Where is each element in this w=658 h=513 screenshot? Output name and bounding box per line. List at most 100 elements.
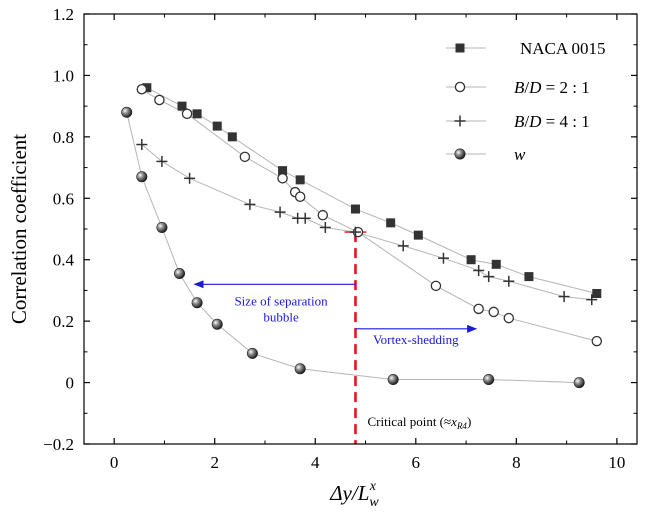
series-line-w (126, 112, 580, 384)
point-naca (177, 101, 187, 111)
legend-label-part: = 4 : 1 (541, 112, 589, 131)
point-naca (466, 255, 476, 265)
series-line-bd41 (141, 144, 592, 301)
point-naca (524, 272, 534, 282)
point-bd21 (277, 173, 288, 184)
legend-label-part: B (514, 78, 525, 97)
legend-label-part: D (528, 112, 542, 131)
point-bd21 (591, 335, 603, 347)
point-bd21 (473, 303, 484, 315)
point-bd21 (317, 209, 329, 221)
y-tick-label: 0.2 (53, 312, 74, 331)
point-naca (413, 230, 423, 240)
point-naca (350, 204, 360, 214)
x-tick-label: 6 (412, 453, 421, 472)
point-bd21 (294, 191, 306, 202)
vortex-label: Vortex-shedding (373, 332, 459, 347)
point-w (121, 106, 133, 118)
point-w (174, 268, 186, 280)
point-w (387, 373, 399, 385)
point-bd21 (239, 151, 251, 163)
point-bd41 (437, 252, 449, 264)
critical-label-var: x (450, 414, 457, 429)
point-naca (278, 166, 288, 176)
critical-label-sub: R4 (456, 421, 467, 431)
legend-label-part: w (514, 145, 526, 164)
point-bd41 (319, 221, 331, 233)
legend-label-naca: NACA 0015 (520, 39, 605, 58)
point-w (191, 297, 203, 309)
x-axis-label-sup: x (369, 479, 377, 494)
y-tick-label: 1.2 (53, 5, 74, 24)
separation-label-line1: Size of separation (234, 293, 328, 308)
legend-marker-bd41 (454, 115, 466, 127)
separation-label-line2: bubble (263, 309, 299, 324)
critical-label-text: Critical point (≈ (367, 414, 451, 429)
point-bd41 (397, 240, 409, 252)
x-tick-label: 8 (512, 453, 521, 472)
axis-ticks (84, 13, 637, 445)
point-naca (592, 289, 602, 298)
point-bd21 (181, 108, 193, 120)
point-bd41 (244, 198, 256, 210)
point-w (136, 171, 148, 183)
point-naca (491, 259, 501, 269)
x-tick-label: 2 (210, 453, 219, 472)
point-naca (295, 175, 305, 185)
legend-label-part: / (524, 112, 529, 131)
point-naca (227, 132, 237, 142)
legend-label-bd21: B/D = 2 : 1 (514, 78, 590, 97)
legend-label-part: = 2 : 1 (541, 78, 589, 97)
legend-label-part: / (524, 78, 529, 97)
point-bd41 (558, 291, 570, 303)
y-tick-label: −0.2 (43, 435, 74, 454)
point-w (483, 373, 495, 385)
critical-point-label: Critical point (≈xR4) (367, 414, 471, 431)
point-bd21 (136, 84, 148, 95)
legend-label-part: B (514, 112, 525, 131)
point-bd21 (154, 94, 165, 106)
y-axis-label: Correlation coefficient (7, 134, 31, 324)
y-tick-label: 0.4 (53, 251, 75, 270)
legend-marker-bd21 (454, 81, 466, 93)
tick-labels: 0 2 4 6 8 10 −0.2 0 0.2 0.4 0.6 0.8 1.0 1.2 (43, 5, 625, 472)
point-bd21 (503, 312, 515, 324)
point-bd41 (483, 271, 495, 283)
legend-label-part: D (528, 78, 542, 97)
point-bd41 (184, 172, 196, 184)
point-bd41 (299, 212, 311, 224)
y-tick-label: 0 (66, 374, 75, 393)
point-naca (192, 109, 202, 119)
point-naca (142, 83, 152, 93)
legend-label-w: w (514, 145, 526, 164)
point-w (246, 347, 258, 359)
point-bd41 (349, 226, 361, 238)
point-bd41 (586, 294, 598, 306)
y-tick-label: 0.8 (53, 128, 74, 147)
x-axis-label-sub: w (369, 495, 379, 510)
point-bd41 (156, 155, 168, 167)
legend-marker-w (454, 148, 466, 160)
series-markers (121, 83, 603, 389)
point-bd21 (488, 306, 499, 318)
legend-marker-naca (455, 43, 465, 53)
point-naca (212, 121, 222, 131)
point-w (211, 318, 223, 330)
point-bd41 (503, 275, 515, 287)
y-tick-label: 0.6 (53, 189, 74, 208)
point-w (156, 221, 168, 233)
x-tick-label: 10 (608, 453, 625, 472)
y-tick-label: 1.0 (53, 66, 74, 85)
point-naca (386, 218, 396, 228)
point-w (294, 363, 306, 375)
x-tick-label: 4 (311, 453, 320, 472)
point-bd41 (473, 264, 485, 276)
x-axis-label-main: Δy/L (329, 481, 369, 505)
point-bd41 (136, 139, 148, 151)
point-bd41 (274, 206, 286, 218)
point-w (573, 377, 585, 389)
critical-label-end: ) (467, 414, 471, 429)
